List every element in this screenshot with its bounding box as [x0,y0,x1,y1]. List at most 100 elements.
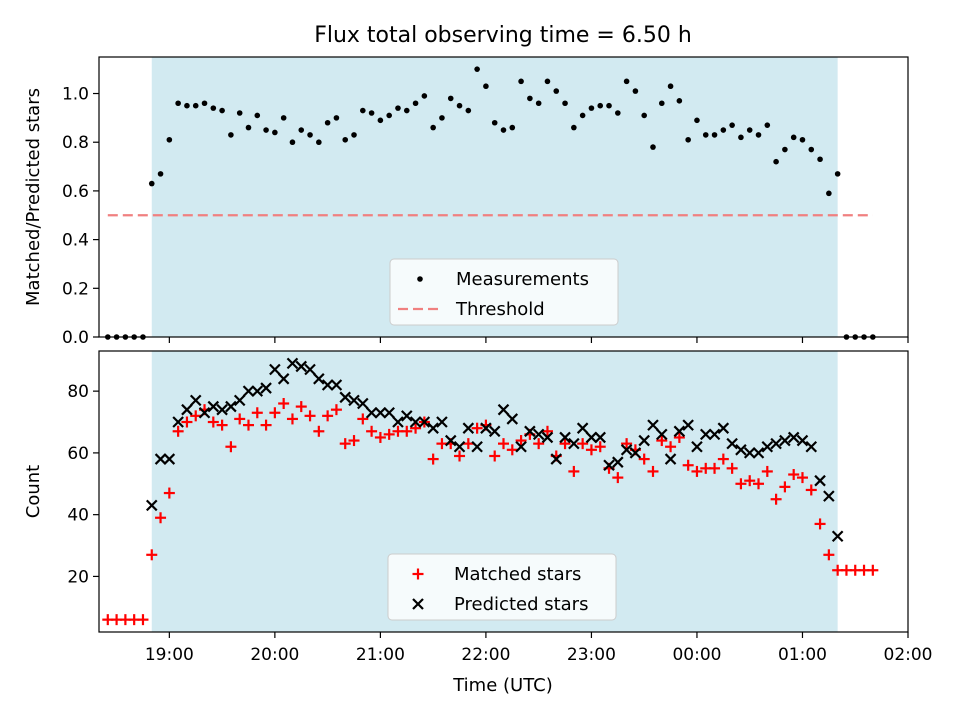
matched-point-49 [533,438,545,450]
measurement-point-13 [219,107,225,114]
predicted-point-14 [269,363,281,376]
bottom-legend: Matched stars Predicted stars [387,553,617,621]
predicted-point-64 [708,428,721,441]
measurement-point-12 [210,105,217,111]
matched-point-53 [568,465,580,477]
chart-title: Flux total observing time = 6.50 h [314,23,692,48]
measurement-point-38 [439,115,445,121]
predicted-point-41 [506,413,519,425]
measurement-point-54 [579,112,586,119]
measurement-point-64 [667,83,674,90]
predicted-point-28 [392,416,404,428]
predicted-point-43 [524,425,536,438]
matched-point-10 [190,410,202,422]
measurement-point-82 [826,190,832,197]
measurement-point-70 [720,127,727,133]
predicted-point-68 [743,447,756,459]
matched-point-59 [621,438,633,450]
x-tick-label-4: 23:00 [567,645,616,665]
bottom-legend-box [387,553,617,621]
top-legend: Measurements Threshold [389,258,619,326]
measurement-point-39 [447,95,454,102]
matched-point-67 [691,465,703,477]
matched-point-7 [163,487,175,499]
predicted-point-71 [770,437,782,450]
predicted-point-74 [796,434,809,447]
predicted-point-58 [656,428,668,441]
bottom-tick-layer: 20 40 60 80 19:00 20:00 21:00 22:00 23:00 00:00 01… [67,382,932,665]
measurement-point-78 [790,134,797,141]
measurement-point-8 [175,100,181,107]
predicted-point-45 [541,431,554,444]
matched-point-35 [410,422,422,434]
measurement-point-24 [316,139,322,146]
predicted-point-17 [295,360,308,373]
predicted-point-44 [532,428,545,441]
matched-point-34 [401,425,413,437]
measurement-point-7 [166,136,173,143]
measurement-point-45 [500,127,507,133]
measurement-point-60 [632,88,639,94]
predicted-point-1 [154,453,167,465]
matched-point-82 [823,549,835,561]
measurement-point-29 [360,107,366,114]
matched-point-74 [753,478,765,490]
predicted-point-38 [480,422,492,434]
measurement-point-49 [535,100,542,107]
predicted-point-62 [691,440,703,453]
predicted-point-15 [277,373,290,385]
measurement-point-80 [808,146,815,153]
measurement-point-81 [817,156,823,163]
predicted-point-51 [594,431,607,444]
x-tick-label-3: 22:00 [461,645,510,665]
matched-point-50 [541,425,553,437]
matched-point-61 [638,453,650,465]
predicted-point-47 [559,431,571,444]
predicted-point-32 [427,422,439,434]
bottom-y-tick-label-2: 60 [67,444,89,464]
measurement-point-62 [650,144,656,150]
predicted-point-20 [321,379,334,391]
measurement-point-31 [377,117,384,124]
measurement-point-51 [553,88,560,94]
measurement-point-52 [562,100,568,107]
matched-point-12 [207,416,219,428]
matched-point-65 [673,431,685,443]
measurement-point-34 [403,107,410,114]
predicted-point-55 [629,447,642,459]
top-panel: 0.0 0.2 0.4 0.6 0.8 1.0 Matched/Predicted sta… [23,56,909,348]
top-tick-layer: 0.0 0.2 0.4 0.6 0.8 1.0 [62,85,909,348]
measurement-point-65 [676,98,683,104]
predicted-point-60 [673,425,686,438]
matched-point-77 [779,481,791,493]
measurement-point-28 [351,132,357,138]
matched-point-73 [744,475,756,487]
predicted-point-6 [198,406,211,419]
predicted-point-50 [585,431,598,444]
measurement-point-44 [491,119,498,126]
legend-measurements-marker [417,276,423,282]
measurement-point-72 [738,134,744,141]
predicted-point-78 [831,530,844,543]
measurement-point-27 [342,136,349,143]
predicted-point-0 [145,499,158,512]
top-y-tick-label-4: 0.8 [62,133,89,153]
matched-point-31 [374,431,386,443]
legend-matched-marker [412,568,424,580]
measurement-point-16 [245,124,252,131]
predicted-point-23 [348,394,360,407]
predicted-point-13 [260,382,272,394]
measurement-point-68 [702,132,709,138]
matched-point-27 [339,438,351,450]
matched-point-87 [867,564,879,576]
predicted-point-61 [682,419,694,431]
predicted-point-72 [779,434,791,447]
x-tick-label-2: 21:00 [356,645,405,665]
measurement-point-41 [465,107,472,114]
measurement-point-74 [755,132,762,138]
measurement-point-71 [729,122,735,128]
predicted-point-3 [172,416,184,428]
predicted-point-42 [515,440,527,453]
predicted-point-8 [216,403,228,416]
matched-point-9 [181,416,193,428]
